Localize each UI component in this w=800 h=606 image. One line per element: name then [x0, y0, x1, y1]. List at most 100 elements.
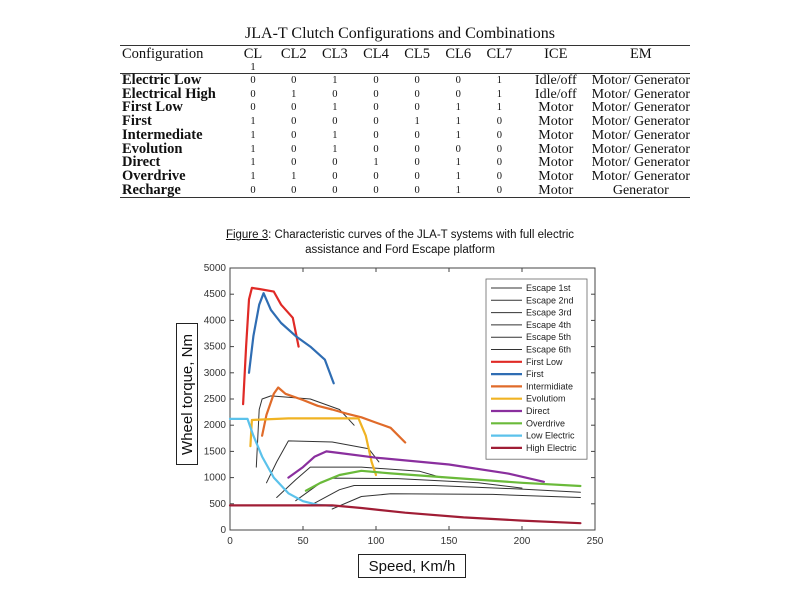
- series-line: [261, 386, 407, 444]
- ice-cell: Motor: [538, 141, 574, 157]
- table-row: Intermediate 1 0 1 0 0 1 0 Motor Motor/ Generator: [120, 127, 690, 143]
- table-body: Electric Low 0 0 1 0 0 0 1 Idle/off Motor/ Genera…: [120, 72, 690, 198]
- clutch-state-cell: 0: [332, 170, 338, 182]
- clutch-state-cell: 1: [291, 170, 297, 182]
- y-tick-label: 0: [220, 525, 226, 536]
- clutch-state-cell: 0: [291, 129, 297, 141]
- em-cell: Generator: [612, 182, 669, 198]
- series-line: [287, 450, 545, 483]
- ice-cell: Idle/off: [534, 86, 577, 102]
- legend-label: Escape 1st: [526, 283, 571, 293]
- header-cl1: CL 1: [233, 46, 274, 74]
- y-axis-label: Wheel torque, Nm: [178, 333, 196, 455]
- em-cell: Motor/ Generator: [591, 86, 690, 102]
- clutch-config-table: Configuration CL 1 CL2 CL3 CL4 CL5 CL6 C…: [120, 45, 690, 198]
- header-ice: ICE: [544, 46, 568, 62]
- series-line: [331, 493, 581, 510]
- clutch-state-cell: 1: [455, 184, 461, 196]
- legend-label: Escape 5th: [526, 332, 571, 342]
- header-cl1-top: CL: [243, 46, 263, 62]
- legend-label: Intermidiate: [526, 381, 573, 391]
- clutch-state-cell: 0: [496, 129, 502, 141]
- clutch-state-cell: 1: [455, 157, 461, 169]
- y-tick-label: 5000: [204, 263, 227, 274]
- em-cell: Motor/ Generator: [591, 168, 690, 184]
- clutch-state-cell: 0: [291, 157, 297, 169]
- config-name-cell: Electric Low: [122, 72, 202, 88]
- header-cl7: CL7: [486, 46, 513, 62]
- table-row: Overdrive 1 1 0 0 0 1 0 Motor Motor/ Generator: [120, 168, 690, 184]
- clutch-state-cell: 0: [250, 75, 256, 86]
- legend-label: Low Electric: [526, 431, 575, 441]
- clutch-state-cell: 0: [250, 184, 256, 196]
- clutch-state-cell: 1: [373, 157, 379, 169]
- clutch-state-cell: 0: [332, 157, 338, 169]
- table-row: First Low 0 0 1 0 0 1 1 Motor Motor/ Generator: [120, 100, 690, 115]
- legend-label: First Low: [526, 357, 563, 367]
- y-tick-label: 1500: [204, 446, 227, 457]
- clutch-state-cell: 0: [332, 88, 338, 100]
- clutch-state-cell: 1: [496, 75, 502, 86]
- header-cl3: CL3: [322, 46, 348, 62]
- clutch-state-cell: 1: [455, 116, 461, 128]
- clutch-state-cell: 0: [496, 184, 502, 196]
- table-row: Recharge 0 0 0 0 0 1 0 Motor Generator: [120, 182, 690, 198]
- clutch-state-cell: 0: [455, 75, 461, 86]
- clutch-state-cell: 1: [455, 170, 461, 182]
- clutch-state-cell: 1: [250, 143, 256, 155]
- clutch-state-cell: 0: [373, 102, 379, 114]
- x-axis-label: Speed, Km/h: [368, 557, 456, 575]
- clutch-state-cell: 0: [373, 116, 379, 128]
- legend-label: Escape 4th: [526, 320, 571, 330]
- series-line: [242, 286, 300, 406]
- y-tick-label: 3500: [204, 342, 227, 353]
- ice-cell: Motor: [538, 114, 574, 130]
- y-tick-label: 500: [209, 499, 226, 510]
- ice-cell: Motor: [538, 168, 574, 184]
- header-cl6: CL6: [445, 46, 472, 62]
- table-header-row: Configuration CL 1 CL2 CL3 CL4 CL5 CL6 C…: [120, 45, 690, 74]
- clutch-state-cell: 0: [414, 170, 420, 182]
- x-tick-label: 250: [587, 536, 604, 547]
- clutch-state-cell: 1: [332, 143, 338, 155]
- figure-caption-line1: : Characteristic curves of the JLA-T sys…: [268, 229, 575, 241]
- clutch-state-cell: 0: [291, 116, 297, 128]
- clutch-state-cell: 0: [455, 88, 461, 100]
- clutch-state-cell: 0: [496, 170, 502, 182]
- clutch-state-cell: 0: [373, 143, 379, 155]
- legend-label: Escape 6th: [526, 345, 571, 355]
- em-cell: Motor/ Generator: [591, 155, 690, 171]
- header-cl2: CL2: [280, 46, 307, 62]
- config-name-cell: Electrical High: [122, 85, 216, 102]
- clutch-state-cell: 0: [291, 143, 297, 155]
- x-axis-label-box: Speed, Km/h: [358, 554, 466, 578]
- clutch-state-cell: 0: [373, 75, 379, 86]
- table-row: First 1 0 0 0 1 1 0 Motor Motor/ Generator: [120, 114, 690, 130]
- config-name-cell: Direct: [122, 154, 161, 171]
- x-tick-label: 0: [227, 536, 233, 547]
- header-configuration: Configuration: [122, 46, 204, 62]
- clutch-state-cell: 1: [455, 102, 461, 114]
- em-cell: Motor/ Generator: [591, 73, 690, 88]
- table-row: Evolution 1 0 1 0 0 0 0 Motor Motor/ Generator: [120, 141, 690, 157]
- series-line: [228, 417, 334, 507]
- y-tick-label: 3000: [204, 368, 227, 379]
- legend-label: Escape 3rd: [526, 308, 572, 318]
- legend-label: Evolutiom: [526, 394, 566, 404]
- legend-box: [485, 278, 588, 460]
- y-tick-label: 2500: [204, 394, 227, 405]
- clutch-state-cell: 1: [332, 75, 338, 86]
- clutch-state-cell: 1: [250, 116, 256, 128]
- clutch-state-cell: 1: [291, 88, 297, 100]
- clutch-state-cell: 0: [250, 88, 256, 100]
- y-tick-label: 2000: [204, 420, 227, 431]
- clutch-state-cell: 0: [414, 184, 420, 196]
- header-cl1-bottom: 1: [250, 61, 256, 73]
- figure-caption-label: Figure 3: [225, 229, 269, 241]
- em-cell: Motor/ Generator: [591, 141, 690, 157]
- header-cl5: CL5: [404, 46, 431, 62]
- header-em: EM: [629, 46, 652, 62]
- ice-cell: Motor: [538, 127, 574, 143]
- clutch-state-cell: 0: [373, 88, 379, 100]
